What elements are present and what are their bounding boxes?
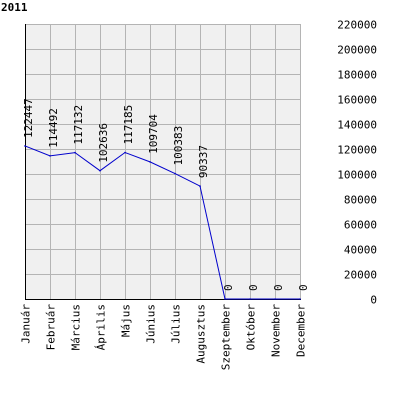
x-tick-label: Június [145, 304, 158, 344]
data-label: 102636 [97, 123, 110, 163]
y-tick-label: 60000 [344, 219, 377, 232]
plot-area [25, 24, 300, 299]
x-tick-label: Február [45, 304, 58, 351]
x-tick-label: Január [20, 304, 33, 344]
y-tick-label: 220000 [337, 19, 377, 32]
series [24, 145, 301, 300]
y-tick-label: 20000 [344, 269, 377, 282]
y-tick-label: 160000 [337, 94, 377, 107]
data-label: 117185 [122, 105, 135, 145]
data-label: 100383 [172, 126, 185, 166]
data-point [74, 151, 76, 154]
series-line [24, 145, 300, 300]
y-tick-label: 80000 [344, 194, 377, 207]
x-tick-label: Augusztus [195, 304, 208, 364]
data-label: 0 [222, 284, 235, 291]
data-label: 0 [297, 284, 310, 291]
x-tick-label: Július [170, 304, 183, 344]
data-point [174, 172, 176, 175]
y-tick-label: 40000 [344, 244, 377, 257]
x-tick-label: Április [95, 304, 108, 350]
y-tick-label: 200000 [337, 44, 377, 57]
data-labels: 122447 114492 117132 102636 117185 109704 1003… [22, 98, 310, 291]
x-tick-label: December [295, 304, 308, 357]
data-point [149, 161, 151, 163]
y-tick-label: 120000 [337, 144, 377, 157]
y-tick-label: 180000 [337, 69, 377, 82]
y-tick-label: 0 [370, 294, 377, 307]
y-axis-tick-labels: 0 20000 40000 60000 80000 100000 120000 140000 1… [337, 19, 377, 307]
x-tick-label: Október [245, 304, 258, 351]
x-axis-tick-labels: Január Február Március Április Május Június Jú… [20, 304, 308, 371]
data-point [24, 145, 26, 147]
data-point [224, 298, 226, 300]
data-point [299, 298, 301, 300]
data-point [274, 298, 276, 300]
data-label: 0 [272, 284, 285, 291]
data-label: 122447 [22, 98, 35, 138]
data-label: 90337 [197, 145, 210, 178]
x-tick-label: Május [120, 304, 133, 337]
data-point [124, 151, 126, 154]
data-point [199, 185, 201, 187]
data-point [49, 155, 51, 157]
x-tick-label: Március [70, 304, 83, 350]
y-tick-label: 140000 [337, 119, 377, 132]
chart-title: 2011 [1, 1, 28, 14]
data-label: 117132 [72, 105, 85, 145]
x-tick-label: November [270, 304, 283, 357]
data-point [99, 169, 101, 172]
x-tick-label: Szeptember [220, 304, 233, 371]
y-tick-label: 100000 [337, 169, 377, 182]
data-label: 109704 [147, 114, 160, 154]
data-point [249, 298, 251, 300]
data-label: 114492 [47, 108, 60, 148]
data-label: 0 [247, 284, 260, 291]
